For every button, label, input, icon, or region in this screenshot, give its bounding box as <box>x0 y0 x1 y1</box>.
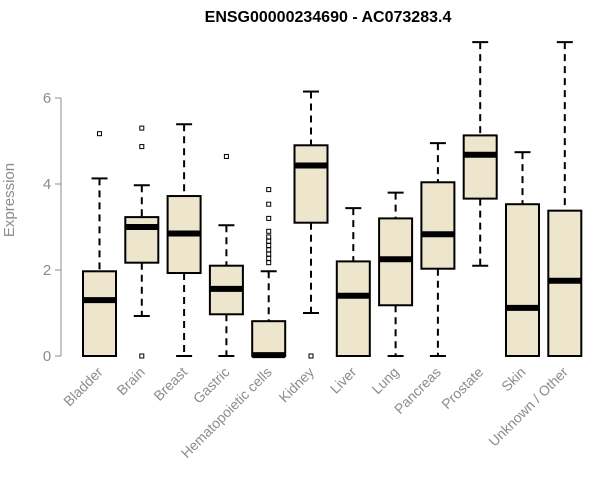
x-tick-label: Brain <box>113 364 147 398</box>
y-axis-label: Expression <box>1 163 18 237</box>
box-gastric <box>208 153 244 357</box>
outlier-point <box>266 255 272 261</box>
y-tick-label: 0 <box>43 348 51 365</box>
outlier-point <box>266 187 272 193</box>
x-tick-label: Lung <box>368 364 401 397</box>
outlier-point <box>223 153 229 159</box>
y-tick-label: 6 <box>43 90 51 107</box>
box-kidney <box>293 90 329 359</box>
outlier-point <box>139 353 145 359</box>
box-breast <box>166 123 202 357</box>
box-hematopoietic-cells <box>251 187 287 359</box>
iqr-box <box>335 260 371 357</box>
boxes-group <box>82 41 583 359</box>
x-tick-label: Breast <box>150 364 190 404</box>
outlier-point <box>266 238 272 244</box>
outlier-point <box>266 215 272 221</box>
x-tick-label: Prostate <box>438 364 486 412</box>
y-tick-label: 4 <box>43 176 51 193</box>
box-lung <box>378 191 414 357</box>
x-tick-label: Pancreas <box>391 364 444 417</box>
iqr-box <box>251 320 287 358</box>
box-pancreas <box>420 142 456 357</box>
outlier-point <box>266 201 272 207</box>
outlier-point <box>266 242 272 248</box>
y-axis: 0 2 4 6 <box>43 90 62 365</box>
outlier-point <box>97 131 102 137</box>
chart-title: ENSG00000234690 - AC073283.4 <box>205 9 452 26</box>
box-unknown-other <box>547 41 583 357</box>
box-brain <box>124 125 160 359</box>
x-tick-label: Unknown / Other <box>485 364 571 450</box>
outlier-point <box>266 251 272 257</box>
iqr-box <box>462 134 498 200</box>
iqr-box <box>124 216 160 264</box>
x-tick-label: Liver <box>327 364 360 397</box>
iqr-box <box>293 144 329 224</box>
box-skin <box>505 151 540 357</box>
outlier-point <box>266 234 272 240</box>
outlier-point <box>266 247 272 253</box>
x-tick-label: Bladder <box>60 364 106 410</box>
iqr-box <box>505 203 540 357</box>
box-prostate <box>462 41 498 267</box>
box-bladder <box>82 131 117 358</box>
x-tick-label: Skin <box>498 364 529 395</box>
iqr-box <box>82 270 117 358</box>
outlier-point <box>266 228 272 234</box>
outlier-point <box>266 260 272 266</box>
box-liver <box>335 207 371 357</box>
outlier-point <box>139 125 145 131</box>
x-tick-label: Kidney <box>276 364 318 406</box>
iqr-box <box>420 181 456 270</box>
outlier-point <box>308 353 314 359</box>
outlier-point <box>139 144 145 150</box>
y-tick-label: 2 <box>43 262 51 279</box>
